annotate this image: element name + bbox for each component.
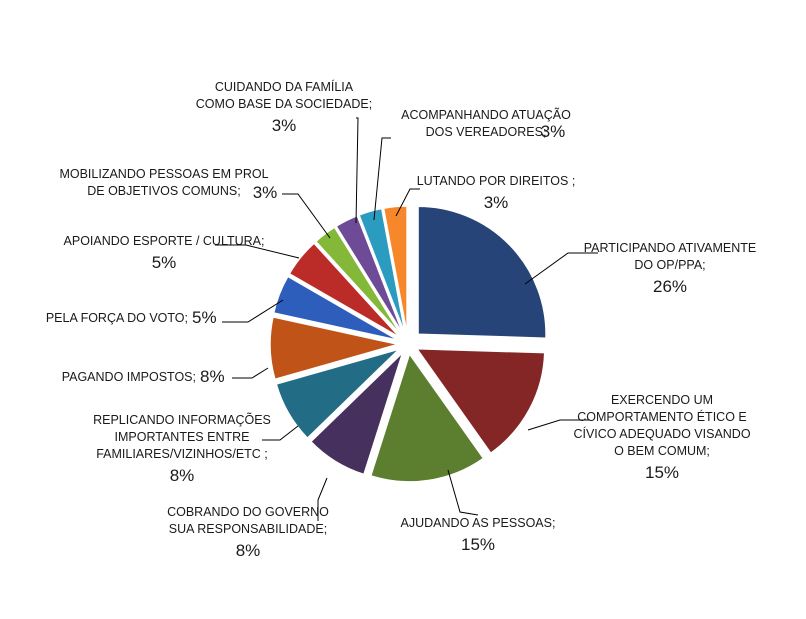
leader-line bbox=[262, 425, 299, 441]
slice-percentage: 5% bbox=[152, 253, 177, 272]
slice-label-text: DOS VEREADORES; bbox=[426, 125, 547, 139]
slice-label: REPLICANDO INFORMAÇÕES IMPORTANTES ENTRE F… bbox=[93, 412, 271, 485]
leader-line bbox=[447, 469, 479, 516]
slice-label-text: CÍVICO ADEQUADO VISANDO bbox=[573, 426, 750, 441]
slice-label-text: ACOMPANHANDO ATUAÇÃO bbox=[401, 108, 571, 122]
slice-label: CUIDANDO DA FAMÍLIA COMO BASE DA SOCIEDAD… bbox=[196, 79, 372, 135]
pie-slice bbox=[335, 214, 405, 336]
slice-labels: PARTICIPANDO ATIVAMENTE DO OP/PPA; 26% EXER… bbox=[46, 79, 756, 560]
slice-percentage: 5% bbox=[192, 308, 217, 327]
slice-label-text: COBRANDO DO GOVERNO bbox=[167, 505, 329, 519]
pie-slice bbox=[275, 348, 400, 440]
leader-line bbox=[395, 188, 420, 217]
pie-slices bbox=[269, 205, 547, 483]
slice-percentage: 3% bbox=[484, 193, 509, 212]
slice-percentage: 15% bbox=[461, 535, 495, 554]
slice-label-text: SUA RESPONSABILIDADE; bbox=[169, 522, 327, 536]
leader-line bbox=[524, 252, 598, 285]
slice-label: EXERCENDO UM COMPORTAMENTO ÉTICO E CÍVICO … bbox=[573, 393, 750, 482]
slice-label: MOBILIZANDO PESSOAS EM PROL DE OBJETIVOS … bbox=[59, 167, 277, 202]
slice-label: ACOMPANHANDO ATUAÇÃO DOS VEREADORES;3% bbox=[401, 108, 571, 141]
slice-label-text: FAMILIARES/VIZINHOS/ETC ; bbox=[96, 447, 268, 461]
pie-slice bbox=[417, 205, 547, 339]
leader-lines bbox=[215, 117, 598, 521]
pie-slice bbox=[269, 316, 399, 381]
slice-percentage: 3% bbox=[253, 183, 278, 202]
slice-label-text: APOIANDO ESPORTE / CULTURA; bbox=[64, 234, 265, 248]
pie-slice bbox=[272, 275, 400, 342]
slice-label: PARTICIPANDO ATIVAMENTE DO OP/PPA; 26% bbox=[584, 241, 756, 296]
leader-line bbox=[373, 137, 391, 221]
pie-slice bbox=[382, 205, 408, 335]
slice-percentage: 8% bbox=[200, 367, 225, 386]
slice-label-text: EXERCENDO UM bbox=[611, 393, 713, 407]
slice-label: AJUDANDO AS PESSOAS; 15% bbox=[401, 516, 556, 554]
pie-slice bbox=[309, 351, 404, 476]
leader-line bbox=[222, 299, 284, 323]
pie-slice bbox=[358, 207, 407, 335]
leader-line bbox=[317, 477, 328, 521]
pie-slice bbox=[288, 242, 401, 339]
slice-label-text: IMPORTANTES ENTRE bbox=[115, 430, 250, 444]
slice-label-text: DE OBJETIVOS COMUNS; bbox=[87, 184, 241, 198]
slice-percentage: 15% bbox=[645, 463, 679, 482]
slice-label: PELA FORÇA DO VOTO; 5% bbox=[46, 308, 217, 327]
slice-label-text: CUIDANDO DA FAMÍLIA bbox=[215, 79, 354, 94]
slice-percentage: 26% bbox=[653, 277, 687, 296]
leader-line bbox=[215, 244, 300, 259]
slice-label: LUTANDO POR DIREITOS ; 3% bbox=[417, 174, 576, 212]
slice-label-text: LUTANDO POR DIREITOS ; bbox=[417, 174, 576, 188]
slice-label-text: COMPORTAMENTO ÉTICO E bbox=[577, 409, 746, 424]
pie-slice bbox=[415, 347, 546, 455]
slice-label-text: PAGANDO IMPOSTOS; bbox=[62, 370, 196, 384]
slice-label: COBRANDO DO GOVERNO SUA RESPONSABILIDADE;… bbox=[167, 505, 329, 560]
pie-slice bbox=[314, 226, 403, 337]
leader-line bbox=[527, 419, 590, 431]
slice-label-text: PELA FORÇA DO VOTO; bbox=[46, 311, 188, 325]
slice-label-text: COMO BASE DA SOCIEDADE; bbox=[196, 97, 372, 111]
slice-percentage: 3% bbox=[272, 116, 297, 135]
slice-percentage: 8% bbox=[170, 466, 195, 485]
slice-percentage: 3% bbox=[541, 122, 566, 141]
slice-label-text: AJUDANDO AS PESSOAS; bbox=[401, 516, 556, 530]
leader-line bbox=[355, 117, 359, 224]
slice-percentage: 8% bbox=[236, 541, 261, 560]
slice-label-text: REPLICANDO INFORMAÇÕES bbox=[93, 412, 271, 427]
leader-line bbox=[232, 367, 269, 379]
slice-label-text: O BEM COMUM; bbox=[614, 444, 710, 458]
slice-label-text: DO OP/PPA; bbox=[634, 258, 705, 272]
slice-label: PAGANDO IMPOSTOS; 8% bbox=[62, 367, 225, 386]
pie-slice bbox=[369, 352, 485, 483]
leader-line bbox=[282, 193, 331, 239]
slice-label-text: MOBILIZANDO PESSOAS EM PROL bbox=[59, 167, 268, 181]
slice-label-text: PARTICIPANDO ATIVAMENTE bbox=[584, 241, 756, 255]
slice-label: APOIANDO ESPORTE / CULTURA; 5% bbox=[64, 234, 265, 272]
